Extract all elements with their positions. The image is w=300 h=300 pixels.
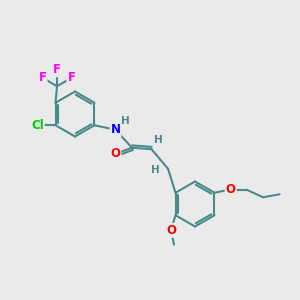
Text: O: O	[110, 147, 121, 160]
Text: F: F	[39, 71, 46, 84]
Text: O: O	[166, 224, 176, 237]
Text: O: O	[226, 183, 236, 196]
Text: F: F	[68, 71, 75, 84]
Text: H: H	[121, 116, 130, 126]
Text: Cl: Cl	[31, 119, 44, 132]
Text: F: F	[53, 63, 61, 76]
Text: H: H	[154, 135, 163, 145]
Text: N: N	[110, 123, 121, 136]
Text: H: H	[151, 165, 160, 175]
